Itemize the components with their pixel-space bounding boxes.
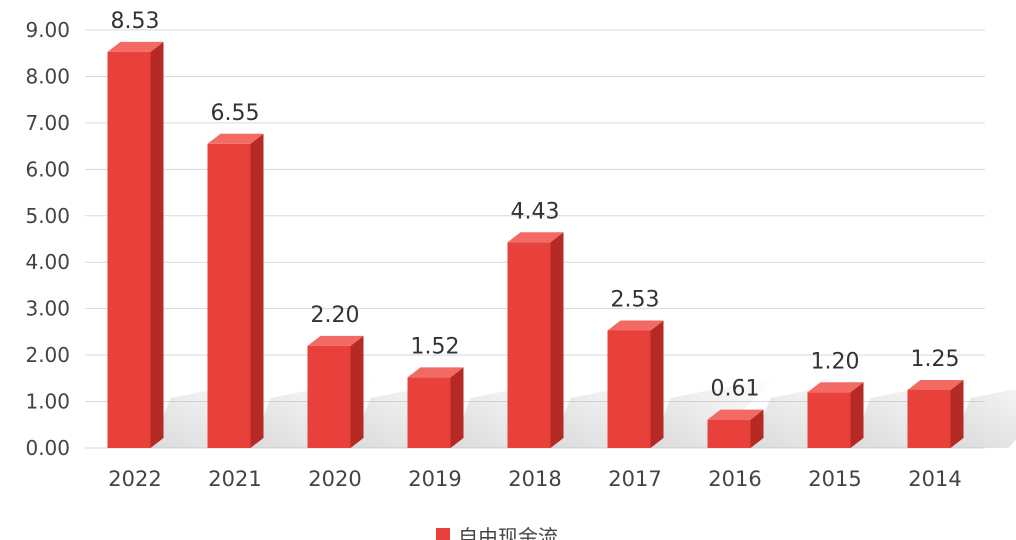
bars: 8.53 6.55 2.20 1.52 4.43 2.53 0.61 1.20 1.25 <box>107 9 1016 449</box>
value-label: 1.52 <box>411 334 460 359</box>
x-axis-ticks: 2022 2021 2020 2019 2018 2017 2016 2015 2014 <box>108 467 961 491</box>
bar-side <box>350 335 364 448</box>
legend-label: 自由现金流 <box>458 525 558 540</box>
y-tick-label: 6.00 <box>25 157 70 181</box>
bar-top <box>107 41 164 52</box>
bar-front <box>607 330 651 448</box>
bar-side <box>650 320 664 448</box>
legend-swatch <box>436 528 450 540</box>
bar-front <box>107 51 151 448</box>
value-label: 1.20 <box>811 349 860 374</box>
bar-top <box>507 232 564 243</box>
y-tick-label: 3.00 <box>25 297 70 321</box>
bar-top <box>907 379 964 390</box>
x-tick-label: 2017 <box>608 467 661 491</box>
value-label: 4.43 <box>511 199 560 224</box>
bar-front <box>907 389 951 448</box>
bar-side <box>150 41 164 448</box>
y-tick-label: 7.00 <box>25 111 70 135</box>
bar-side <box>250 133 264 449</box>
value-label: 6.55 <box>211 101 260 126</box>
bar-shadow <box>650 378 774 448</box>
x-tick-label: 2020 <box>308 467 361 491</box>
bar-front <box>207 143 251 449</box>
value-label: 2.20 <box>311 303 360 328</box>
x-tick-label: 2015 <box>808 467 861 491</box>
value-label: 1.25 <box>911 347 960 372</box>
bar-side <box>550 232 564 448</box>
bar-top <box>307 335 364 346</box>
bar-front <box>507 242 551 448</box>
bar-side <box>950 379 964 448</box>
bar-front <box>707 419 751 448</box>
y-tick-label: 0.00 <box>25 436 70 460</box>
bar-side <box>450 367 464 448</box>
y-tick-label: 1.00 <box>25 390 70 414</box>
y-tick-label: 8.00 <box>25 64 70 88</box>
bar-front <box>307 345 351 448</box>
bar-top <box>707 409 764 420</box>
bar-side <box>750 409 764 448</box>
bar-top <box>607 320 664 331</box>
legend: 自由现金流 <box>436 525 558 540</box>
y-tick-label: 9.00 <box>25 18 70 42</box>
x-tick-label: 2018 <box>508 467 561 491</box>
x-tick-label: 2016 <box>708 467 761 491</box>
x-tick-label: 2014 <box>908 467 961 491</box>
x-tick-label: 2022 <box>108 467 161 491</box>
x-tick-label: 2019 <box>408 467 461 491</box>
value-label: 2.53 <box>611 287 660 312</box>
bar <box>907 379 1016 448</box>
bar-side <box>850 382 864 448</box>
bar-top <box>407 367 464 378</box>
bar <box>607 320 774 448</box>
bar-front <box>407 377 451 448</box>
bar-top <box>207 133 264 144</box>
bar-top <box>807 382 864 393</box>
y-tick-label: 5.00 <box>25 204 70 228</box>
y-tick-label: 2.00 <box>25 343 70 367</box>
value-label: 0.61 <box>711 377 760 402</box>
bar-shadow <box>950 389 1016 448</box>
y-axis-ticks: 0.00 1.00 2.00 3.00 4.00 5.00 6.00 7.00 8.00 9.00 <box>25 18 70 460</box>
value-label: 8.53 <box>111 9 160 34</box>
x-tick-label: 2021 <box>208 467 261 491</box>
y-tick-label: 4.00 <box>25 250 70 274</box>
bar-front <box>807 392 851 448</box>
